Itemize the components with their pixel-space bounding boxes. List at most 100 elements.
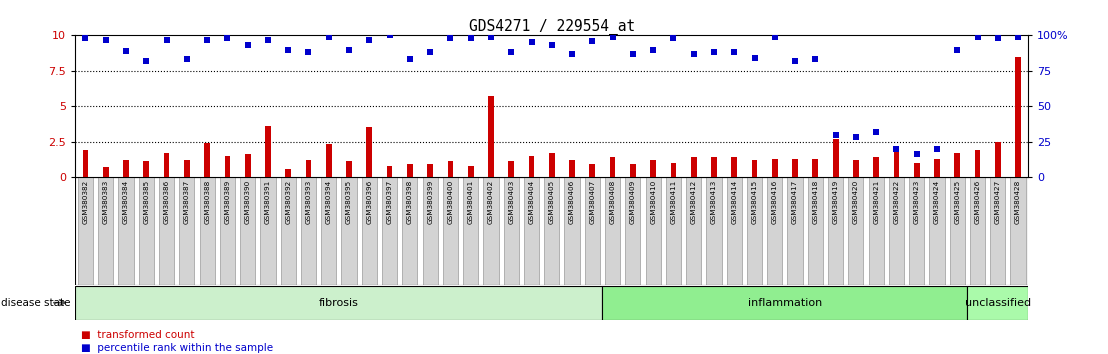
Bar <box>382 177 397 285</box>
Bar <box>788 177 802 285</box>
Point <box>218 35 236 41</box>
Bar <box>630 164 636 177</box>
Point <box>421 50 439 55</box>
Point <box>807 57 824 62</box>
Bar <box>889 177 904 285</box>
Bar <box>158 177 174 285</box>
Bar <box>504 177 519 285</box>
Point <box>868 129 885 135</box>
Bar <box>428 164 433 177</box>
Text: GSM380388: GSM380388 <box>204 180 211 224</box>
Bar <box>509 161 514 177</box>
Text: disease state: disease state <box>1 298 71 308</box>
Bar <box>934 159 940 177</box>
Bar <box>970 177 985 285</box>
Bar <box>463 177 479 285</box>
Bar <box>808 177 823 285</box>
Bar <box>286 169 291 177</box>
Bar <box>78 177 93 285</box>
Text: GSM380399: GSM380399 <box>428 180 433 224</box>
Bar <box>605 177 620 285</box>
Bar <box>751 160 758 177</box>
Bar <box>828 177 843 285</box>
Bar <box>1015 57 1020 177</box>
Bar <box>103 167 109 177</box>
Bar <box>967 286 1028 320</box>
Point <box>948 47 966 52</box>
Bar <box>792 159 798 177</box>
Point <box>360 37 378 42</box>
Point <box>442 35 460 41</box>
Bar <box>119 177 134 285</box>
Bar <box>930 177 945 285</box>
Bar <box>387 166 392 177</box>
Point <box>523 40 541 45</box>
Bar <box>646 177 660 285</box>
Point <box>178 57 196 62</box>
Bar <box>1010 177 1026 285</box>
Text: GSM380423: GSM380423 <box>914 180 920 224</box>
Bar <box>686 177 701 285</box>
Text: GSM380396: GSM380396 <box>367 180 372 224</box>
Bar <box>407 164 413 177</box>
Bar <box>849 177 863 285</box>
Point <box>847 135 864 140</box>
Bar <box>772 159 778 177</box>
Text: GSM380424: GSM380424 <box>934 180 940 224</box>
Point <box>259 37 277 42</box>
Bar <box>548 153 555 177</box>
Text: GSM380393: GSM380393 <box>306 180 311 224</box>
Bar <box>767 177 782 285</box>
Text: GSM380400: GSM380400 <box>448 180 453 224</box>
Bar <box>893 150 900 177</box>
Bar <box>143 161 150 177</box>
Text: fibrosis: fibrosis <box>319 298 359 308</box>
Bar <box>853 160 859 177</box>
Text: GSM380406: GSM380406 <box>570 180 575 224</box>
Point <box>929 146 946 152</box>
Bar <box>443 177 458 285</box>
Point <box>96 37 114 42</box>
Bar <box>483 177 499 285</box>
Text: GSM380413: GSM380413 <box>711 180 717 224</box>
Text: GSM380403: GSM380403 <box>509 180 514 224</box>
Point <box>1009 34 1027 40</box>
Point <box>340 47 358 52</box>
Bar <box>666 177 681 285</box>
Text: GSM380412: GSM380412 <box>690 180 697 224</box>
Bar <box>361 177 377 285</box>
Bar <box>468 166 473 177</box>
Bar <box>245 154 250 177</box>
Bar <box>225 156 230 177</box>
Point <box>198 37 216 42</box>
Bar <box>301 177 316 285</box>
Bar <box>326 144 331 177</box>
Bar <box>422 177 438 285</box>
Bar <box>123 160 129 177</box>
Bar <box>833 139 839 177</box>
Point <box>299 50 317 55</box>
Text: GSM380386: GSM380386 <box>164 180 170 224</box>
Text: GSM380404: GSM380404 <box>529 180 534 224</box>
Text: GSM380395: GSM380395 <box>346 180 352 224</box>
Text: GSM380407: GSM380407 <box>589 180 595 224</box>
Point <box>239 42 257 48</box>
Text: GSM380385: GSM380385 <box>143 180 150 224</box>
Bar <box>690 157 697 177</box>
Point <box>117 48 135 54</box>
Point <box>157 37 175 42</box>
Text: GSM380427: GSM380427 <box>995 180 1001 224</box>
Point <box>563 51 581 57</box>
Text: GSM380417: GSM380417 <box>792 180 798 224</box>
Point <box>907 152 925 157</box>
Text: GSM380391: GSM380391 <box>265 180 271 224</box>
Bar <box>306 160 311 177</box>
Point <box>888 146 905 152</box>
Bar <box>950 177 965 285</box>
Bar <box>280 177 296 285</box>
Text: GSM380390: GSM380390 <box>245 180 250 224</box>
Bar <box>219 177 235 285</box>
Point <box>726 50 743 55</box>
Text: GSM380387: GSM380387 <box>184 180 189 224</box>
Bar <box>585 177 599 285</box>
